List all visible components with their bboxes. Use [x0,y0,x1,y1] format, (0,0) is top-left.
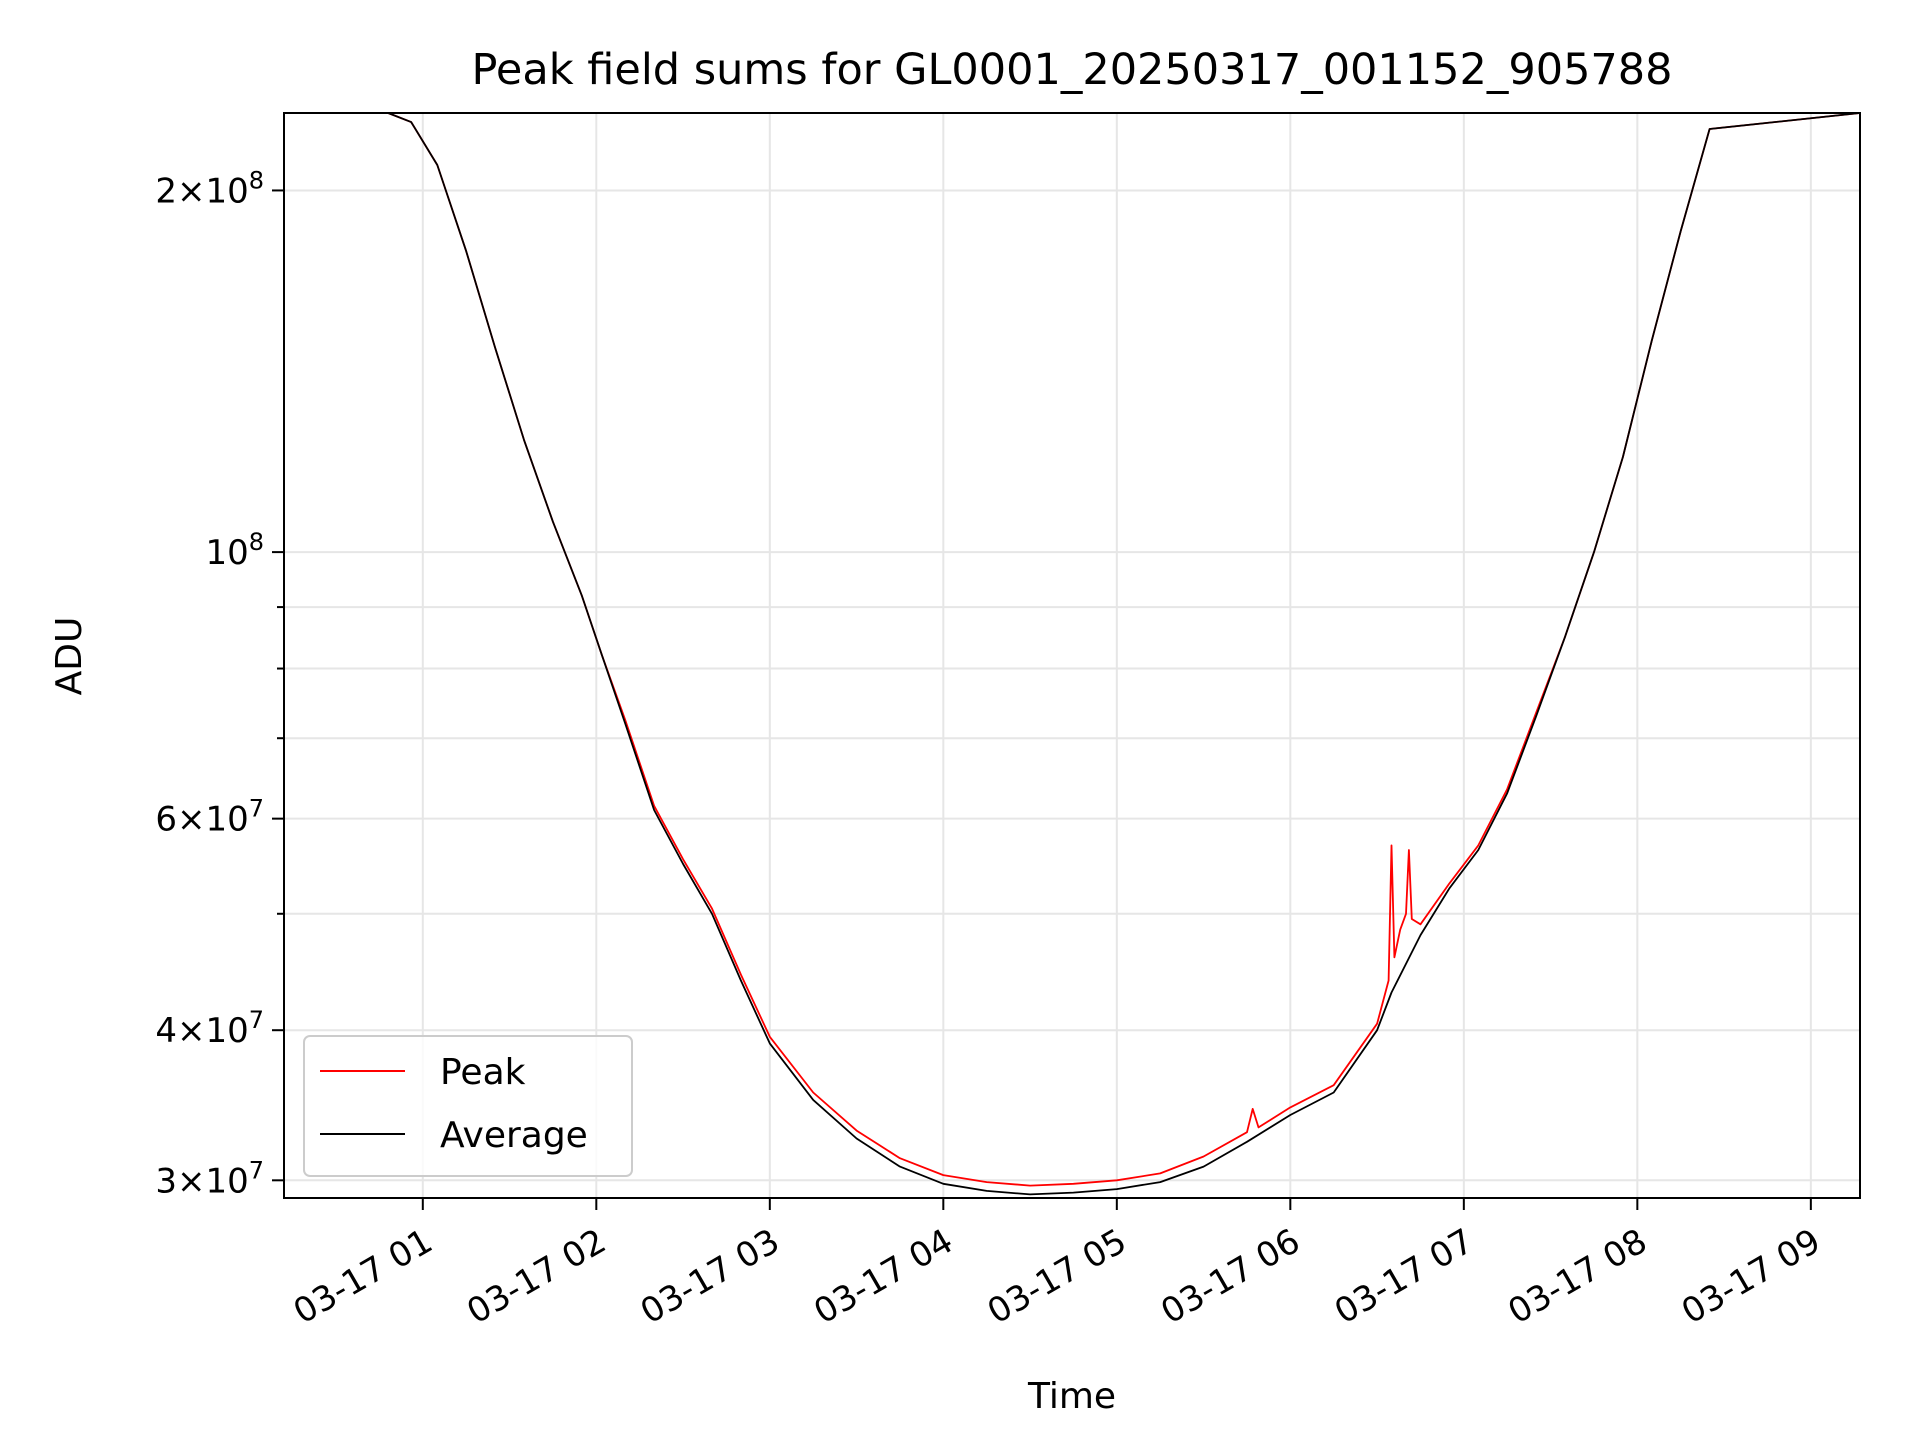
y-tick-label: 4×107 [155,1006,264,1051]
legend-label-peak: Peak [440,1052,526,1093]
plot-frame [283,112,1861,1199]
chart-title: Peak field sums for GL0001_20250317_0011… [472,45,1673,95]
legend: Peak Average [303,1035,633,1177]
y-tick-label: 6×107 [155,795,264,840]
x-axis-label: Time [1027,1376,1116,1417]
y-tick-label: 2×108 [155,166,264,211]
y-tick-label: 108 [205,528,264,573]
y-tick-label: 3×107 [155,1156,264,1201]
series-layer [284,112,1861,1196]
y-axis: 3×107 4×107 6×107 108 2×108 [155,166,284,1201]
legend-label-average: Average [440,1115,588,1156]
series-line-average [284,112,1861,1196]
y-axis-label: ADU [49,617,90,696]
grid [284,113,1860,1198]
